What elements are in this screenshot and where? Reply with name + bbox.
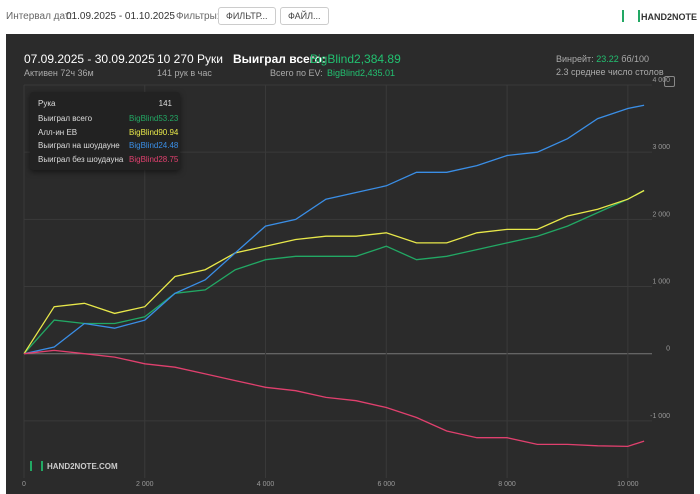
tooltip-hand-label: Рука <box>38 99 56 108</box>
tooltip-row-label: Выиграл всего <box>38 114 93 123</box>
tables: 2.3 среднее число столов <box>556 67 664 77</box>
winrate-label-text: Винрейт: <box>556 54 594 64</box>
tooltip-row-label: Выиграл на шоудауне <box>38 141 120 150</box>
y-tick-label: 4 000 <box>652 77 670 84</box>
tooltip-row-label: Выиграл без шоудауна <box>38 154 124 164</box>
ev-value: BigBlind2,435.01 <box>327 68 396 78</box>
series-line <box>23 189 645 355</box>
winrate-label: Винрейт: 23.22 бб/100 <box>556 54 649 64</box>
x-tick-label: 4 000 <box>257 481 275 488</box>
date-label: Интервал дат: <box>6 11 73 22</box>
period: 07.09.2025 - 30.09.2025 <box>24 52 155 66</box>
watermark-icon <box>30 461 43 471</box>
ev-label: Всего по EV: <box>270 68 323 78</box>
y-tick-label: 3 000 <box>652 144 670 151</box>
tooltip-row-value: BigBlind24.48 <box>129 141 179 150</box>
y-tick-label: 1 000 <box>652 279 670 286</box>
tooltip-row-value: BigBlind53.23 <box>129 114 179 123</box>
hands: 10 270 Руки <box>157 52 223 66</box>
watermark: HAND2NOTE.COM <box>47 462 118 471</box>
won-label: Выиграл всего: <box>233 52 326 66</box>
x-tick-label: 6 000 <box>378 481 396 488</box>
x-tick-label: 10 000 <box>617 481 639 488</box>
y-tick-label: -1 000 <box>650 413 670 420</box>
y-tick-label: 0 <box>666 346 670 353</box>
x-tick-label: 8 000 <box>498 481 516 488</box>
series-line <box>23 189 645 355</box>
filter-button[interactable]: ФИЛЬТР... <box>218 7 276 25</box>
tooltip-row-value: BigBlind28.75 <box>129 154 179 164</box>
tooltip-row-label: Алл-ин EB <box>38 127 78 137</box>
y-tick-label: 2 000 <box>652 211 670 218</box>
series-line <box>23 104 645 355</box>
hands-per-hour: 141 рук в час <box>157 68 212 78</box>
file-button[interactable]: ФАЙЛ... <box>280 7 329 25</box>
tooltip-hand-value: 141 <box>158 99 172 108</box>
logo: HAND2NOTE <box>641 12 698 22</box>
active-time: Активен 72ч 36м <box>24 68 94 78</box>
x-tick-label: 0 <box>22 481 26 488</box>
camera-icon[interactable] <box>664 76 675 87</box>
tooltip-row-value: BigBlind90.94 <box>129 127 179 137</box>
won-value: BigBlind2,384.89 <box>310 52 401 66</box>
date-range[interactable]: 01.09.2025 - 01.10.2025 <box>66 11 175 22</box>
winrate-value: 23.22 <box>596 54 619 64</box>
filter-label: Фильтры: <box>176 11 220 22</box>
winrate-unit: бб/100 <box>621 54 650 64</box>
tooltip: Рука 141 Выиграл всего BigBlind53.23 Алл-и… <box>30 92 180 170</box>
series-line <box>23 349 645 448</box>
logo-icon <box>622 10 640 22</box>
x-tick-label: 2 000 <box>136 481 154 488</box>
